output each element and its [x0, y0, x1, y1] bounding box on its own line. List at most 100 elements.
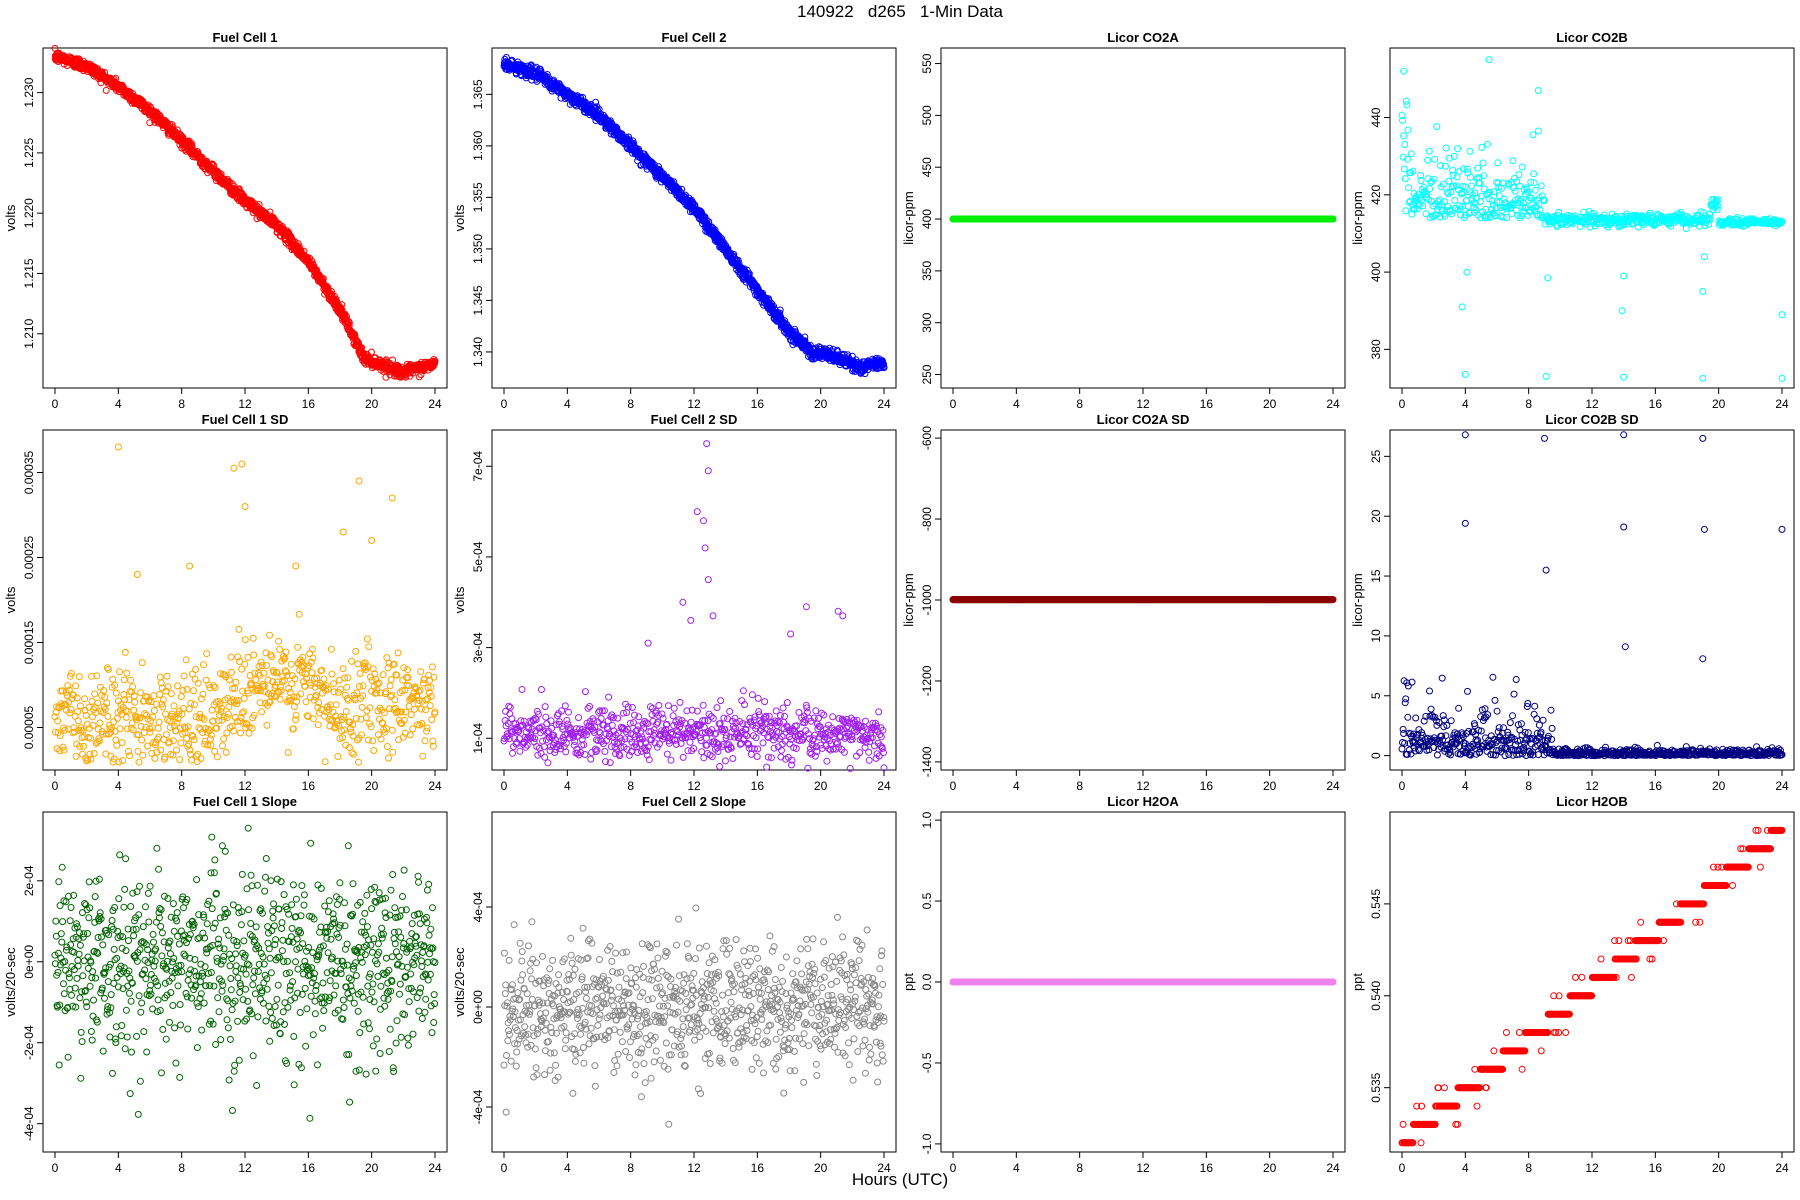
x-tick-label: 4 — [1013, 397, 1020, 411]
plot-frame — [42, 47, 448, 389]
x-tick-label: 24 — [877, 397, 891, 411]
data-point — [345, 319, 353, 327]
panel-fc1: Fuel Cell 1 0 4 8 12 16 20 24 1.210 1.215 1.220 1.2… — [3, 30, 448, 411]
panel-title: Licor CO2B — [1556, 30, 1628, 45]
panel-title: Licor CO2A — [1107, 30, 1179, 45]
x-tick-label: 4 — [115, 397, 122, 411]
y-tick-label: 1.360 — [471, 131, 485, 161]
x-tick-label: 24 — [1326, 397, 1340, 411]
y-tick-label: 1.210 — [22, 318, 36, 348]
data-point — [102, 86, 110, 94]
data-point — [1445, 177, 1453, 185]
data-point — [1494, 159, 1502, 167]
data-points — [1398, 56, 1786, 382]
panel-fc2: Fuel Cell 20 4 8 12 16 20 241.3401.3451.3501.3… — [452, 30, 897, 411]
data-points — [949, 215, 1337, 223]
x-tick-label: 8 — [178, 397, 185, 411]
data-point — [1511, 187, 1519, 195]
data-point — [1478, 143, 1486, 151]
data-point — [1425, 147, 1433, 155]
y-tick-label: 1.365 — [471, 79, 485, 109]
x-tick-label: 12 — [1136, 397, 1150, 411]
plot-frame — [491, 47, 897, 389]
y-tick-label: 550 — [920, 53, 934, 73]
data-point — [389, 356, 396, 364]
data-point — [1535, 127, 1542, 135]
data-point — [1530, 170, 1538, 178]
data-point — [1403, 101, 1411, 109]
y-tick-label: 250 — [920, 364, 934, 384]
data-point — [431, 357, 439, 365]
data-point — [1537, 182, 1545, 190]
y-tick-label: 1.230 — [22, 77, 36, 107]
data-point — [1400, 165, 1408, 173]
data-point — [1407, 150, 1415, 158]
data-point — [1433, 123, 1441, 131]
data-point — [1454, 145, 1461, 153]
data-point — [345, 318, 353, 325]
x-tick-label: 24 — [428, 397, 442, 411]
data-point — [1474, 164, 1482, 172]
data-point — [1404, 126, 1412, 134]
data-point — [1431, 155, 1439, 163]
data-point — [1466, 147, 1474, 155]
data-points — [500, 54, 888, 378]
x-tick-label: 16 — [1200, 397, 1214, 411]
y-tick-label: 1.355 — [471, 182, 485, 212]
y-tick-label: 400 — [920, 209, 934, 229]
y-tick-label: 1.220 — [22, 198, 36, 228]
data-point — [1453, 173, 1461, 181]
data-point — [294, 240, 302, 248]
x-tick-label: 0 — [52, 397, 59, 411]
data-point — [1400, 132, 1408, 140]
x-tick-label: 12 — [687, 397, 701, 411]
data-point — [1424, 156, 1432, 164]
data-point — [1531, 186, 1539, 194]
x-tick-label: 16 — [302, 397, 316, 411]
data-point — [338, 301, 346, 309]
data-point — [415, 373, 423, 381]
y-tick-label: 1.225 — [22, 138, 36, 168]
data-point — [1451, 196, 1459, 204]
y-tick-label: 1.340 — [471, 337, 485, 367]
data-point — [1529, 131, 1537, 139]
data-point — [1467, 173, 1474, 181]
data-point — [1468, 182, 1476, 190]
y-tick-label: 1.215 — [22, 258, 36, 288]
data-point — [1442, 144, 1450, 152]
data-point — [1515, 171, 1523, 179]
panel-title: Fuel Cell 1 — [212, 30, 277, 45]
y-tick-label: 500 — [920, 105, 934, 125]
data-point — [324, 283, 332, 291]
panel-title: Fuel Cell 2 — [661, 30, 726, 45]
data-points — [51, 44, 439, 381]
data-point — [146, 119, 154, 127]
data-point — [1509, 157, 1517, 165]
y-tick-label: 1.350 — [471, 234, 485, 264]
data-point — [351, 332, 359, 340]
data-point — [1401, 141, 1409, 148]
x-tick-label: 0 — [501, 397, 508, 411]
data-point — [1479, 159, 1487, 167]
x-tick-label: 20 — [365, 397, 379, 411]
y-tick-label: 350 — [920, 261, 934, 281]
data-point — [319, 275, 327, 283]
y-axis-label: volts — [3, 204, 18, 231]
x-tick-label: 12 — [238, 397, 252, 411]
data-point — [1402, 207, 1410, 215]
x-tick-label: 20 — [1263, 397, 1277, 411]
y-tick-label: 300 — [920, 312, 934, 332]
x-tick-label: 8 — [627, 397, 634, 411]
x-tick-label: 8 — [1076, 397, 1083, 411]
x-tick-label: 0 — [950, 397, 957, 411]
x-tick-label: 4 — [564, 397, 571, 411]
data-point — [1483, 140, 1491, 148]
data-point — [235, 185, 243, 193]
y-axis-label: volts — [452, 204, 467, 231]
data-point — [1518, 163, 1526, 171]
figure-title: 140922 d265 1-Min Data — [796, 2, 1004, 21]
x-tick-label: 20 — [814, 397, 828, 411]
data-point — [1405, 184, 1412, 192]
